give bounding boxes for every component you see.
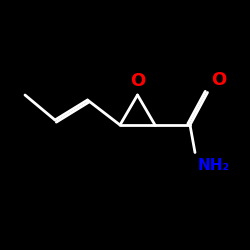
Text: O: O [130,72,145,90]
Text: O: O [211,71,226,89]
Text: NH₂: NH₂ [198,158,230,173]
